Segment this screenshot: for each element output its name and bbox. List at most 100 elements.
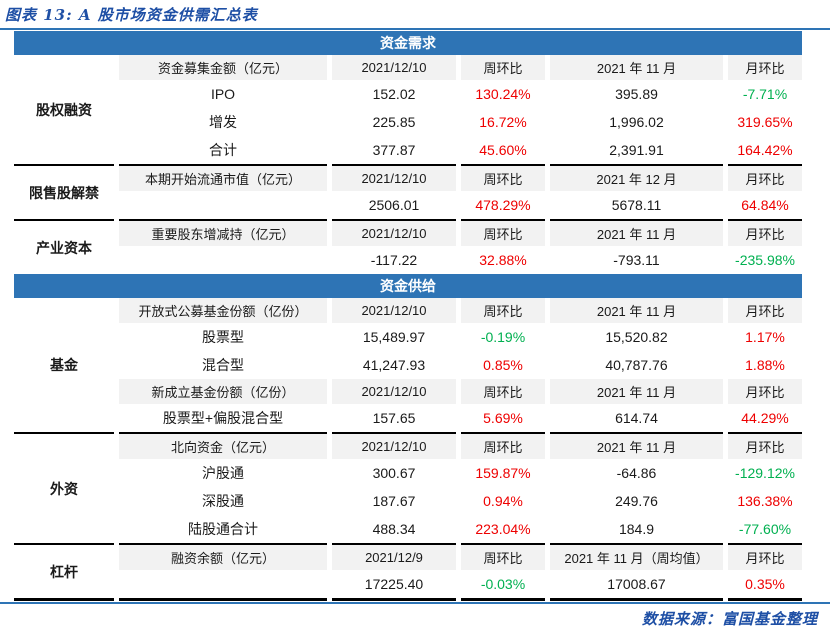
table-row: 股权融资 资金募集金额（亿元） 2021/12/10 周环比 2021 年 11 月月环… [14, 55, 802, 164]
header-cell: 2021/12/10 [332, 219, 456, 246]
header-cell: 2021 年 11 月 [550, 379, 723, 404]
category-cell: 限售股解禁 [14, 164, 114, 219]
category-cell: 产业资本 [14, 219, 114, 274]
value-cell: 488.34 [332, 515, 456, 543]
value-cell: 377.87 [332, 136, 456, 164]
value-cell: 130.24% [461, 80, 545, 108]
bottom-divider-line [0, 602, 830, 604]
table-row: 17225.40 -0.03% 17008.67 0.35% [14, 570, 802, 601]
value-cell: 249.76 [550, 487, 723, 515]
value-cell: 股票型 [119, 323, 327, 351]
header-cell: 周环比 [461, 379, 545, 404]
table-row: 资金需求 [14, 31, 802, 55]
header-cell: 新成立基金份额（亿份） [119, 379, 327, 404]
value-cell: -235.98% [728, 246, 802, 274]
value-cell: 陆股通合计 [119, 515, 327, 543]
value-cell: 股票型+偏股混合型 [119, 404, 327, 432]
header-cell: 周环比 [461, 164, 545, 191]
value-cell: -793.11 [550, 246, 723, 274]
value-cell: 17225.40 [332, 570, 456, 601]
header-cell: 2021 年 12 月 [550, 164, 723, 191]
header-cell: 2021/12/10 [332, 164, 456, 191]
header-cell: 月环比 [728, 219, 802, 246]
value-cell: 614.74 [550, 404, 723, 432]
value-cell: -7.71% [728, 80, 802, 108]
table-row: 限售股解禁 本期开始流通市值（亿元） 2021/12/10 周环比 2021 年 12 … [14, 164, 802, 219]
value-cell: 164.42% [728, 136, 802, 164]
value-cell: 2506.01 [332, 191, 456, 219]
title-divider-line [0, 28, 830, 30]
value-cell: 187.67 [332, 487, 456, 515]
value-cell: 深股通 [119, 487, 327, 515]
value-cell: 17008.67 [550, 570, 723, 601]
value-cell: -0.03% [461, 570, 545, 601]
category-cell: 股权融资 [14, 55, 114, 164]
table-row: 基金 开放式公募基金份额（亿份） 2021/12/10 周环比 2021 年 11 月月… [14, 298, 802, 432]
value-cell: 0.94% [461, 487, 545, 515]
header-cell: 周环比 [461, 543, 545, 570]
value-cell: 32.88% [461, 246, 545, 274]
header-cell: 月环比 [728, 298, 802, 323]
value-cell: 2,391.91 [550, 136, 723, 164]
header-cell: 2021/12/10 [332, 298, 456, 323]
page-title: 图表 13: A 股市场资金供需汇总表 [5, 6, 258, 24]
value-cell: 5678.11 [550, 191, 723, 219]
value-cell: 159.87% [461, 459, 545, 487]
value-cell: 300.67 [332, 459, 456, 487]
header-cell: 重要股东增减持（亿元） [119, 219, 327, 246]
header-cell: 月环比 [728, 543, 802, 570]
value-cell: 1.88% [728, 351, 802, 379]
table-row: 沪股通 300.67 159.87% -64.86 -129.12% [14, 459, 802, 487]
header-cell: 北向资金（亿元） [119, 432, 327, 459]
header-cell: 本期开始流通市值（亿元） [119, 164, 327, 191]
category-cell: 基金 [14, 298, 114, 432]
table-row: 产业资本 重要股东增减持（亿元） 2021/12/10 周环比 2021 年 11 月月… [14, 219, 802, 274]
header-cell: 2021/12/10 [332, 432, 456, 459]
value-cell: 0.35% [728, 570, 802, 601]
header-cell: 2021/12/9 [332, 543, 456, 570]
value-cell: -77.60% [728, 515, 802, 543]
value-cell [119, 191, 327, 219]
table-row: 杠杆 融资余额（亿元） 2021/12/9 周环比 2021 年 11 月（周均值） 月环… [14, 543, 802, 601]
value-cell: 0.85% [461, 351, 545, 379]
value-cell: 45.60% [461, 136, 545, 164]
value-cell: 223.04% [461, 515, 545, 543]
section-banner: 资金供给 [14, 274, 802, 298]
value-cell: 1.17% [728, 323, 802, 351]
value-cell: -64.86 [550, 459, 723, 487]
table-row: IPO 152.02 130.24% 395.89 -7.71% [14, 80, 802, 108]
header-cell: 周环比 [461, 55, 545, 80]
value-cell: 沪股通 [119, 459, 327, 487]
value-cell: -129.12% [728, 459, 802, 487]
category-cell: 杠杆 [14, 543, 114, 601]
header-cell: 周环比 [461, 219, 545, 246]
header-cell: 2021 年 11 月 [550, 298, 723, 323]
value-cell: 64.84% [728, 191, 802, 219]
table-row: 外资 北向资金（亿元） 2021/12/10 周环比 2021 年 11 月月环比 [14, 432, 802, 543]
value-cell: 157.65 [332, 404, 456, 432]
value-cell: 1,996.02 [550, 108, 723, 136]
table-row: 新成立基金份额（亿份） 2021/12/10 周环比 2021 年 11 月月环比 [14, 379, 802, 404]
header-cell: 2021 年 11 月 [550, 219, 723, 246]
value-cell [119, 570, 327, 601]
value-cell: 15,489.97 [332, 323, 456, 351]
value-cell: 225.85 [332, 108, 456, 136]
header-cell: 2021/12/10 [332, 55, 456, 80]
table-row: 混合型 41,247.93 0.85% 40,787.76 1.88% [14, 351, 802, 379]
header-cell: 月环比 [728, 432, 802, 459]
value-cell: 合计 [119, 136, 327, 164]
value-cell: -0.19% [461, 323, 545, 351]
value-cell: 15,520.82 [550, 323, 723, 351]
value-cell: 136.38% [728, 487, 802, 515]
header-cell: 2021 年 11 月 [550, 55, 723, 80]
table-row: 股票型 15,489.97 -0.19% 15,520.82 1.17% [14, 323, 802, 351]
table-row: -117.22 32.88% -793.11 -235.98% [14, 246, 802, 274]
capital-supply-demand-table: 资金需求 股权融资 资金募集金额（亿元） 2021/12/10 周环比 2021 年 11… [9, 31, 807, 601]
value-cell: 478.29% [461, 191, 545, 219]
value-cell: 40,787.76 [550, 351, 723, 379]
value-cell: 152.02 [332, 80, 456, 108]
header-cell: 月环比 [728, 379, 802, 404]
value-cell: IPO [119, 80, 327, 108]
table-row: 增发 225.85 16.72% 1,996.02 319.65% [14, 108, 802, 136]
header-cell: 2021 年 11 月（周均值） [550, 543, 723, 570]
